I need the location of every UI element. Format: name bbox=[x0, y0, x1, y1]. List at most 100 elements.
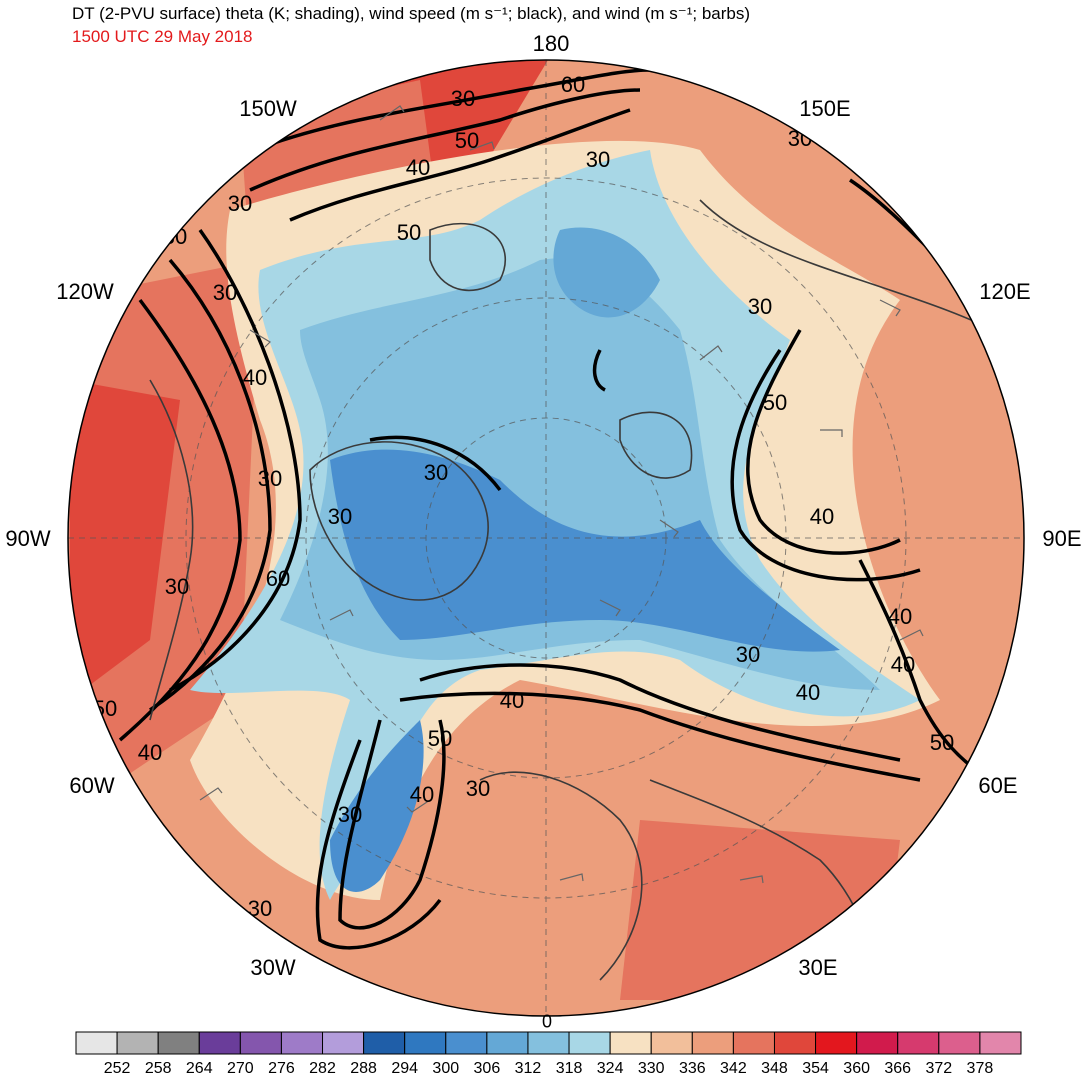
colorbar-tick-label: 336 bbox=[679, 1060, 706, 1076]
colorbar-swatch bbox=[773, 1031, 817, 1055]
contour-label: 50 bbox=[763, 390, 787, 415]
colorbar-swatch bbox=[280, 1031, 324, 1055]
colorbar-tick-label: 378 bbox=[967, 1060, 994, 1076]
lon-label-0: 0 bbox=[541, 1011, 553, 1032]
lon-label-150w: 150W bbox=[239, 96, 297, 121]
contour-label: 40 bbox=[891, 652, 915, 677]
colorbar-swatch bbox=[157, 1031, 200, 1055]
contour-label-layer: 60 30 50 40 50 30 30 30 30 40 50 30 60 30 40 30 30 30 50 30… bbox=[93, 72, 954, 921]
lon-label-150e: 150E bbox=[799, 96, 851, 121]
contour-label: 60 bbox=[266, 566, 290, 591]
colorbar-swatch bbox=[363, 1031, 406, 1055]
colorbar-swatch bbox=[198, 1031, 241, 1055]
colorbar-swatch bbox=[239, 1031, 282, 1055]
colorbar-tick-label: 360 bbox=[843, 1060, 870, 1076]
colorbar-tick-label: 330 bbox=[638, 1060, 665, 1076]
contour-label: 40 bbox=[810, 504, 834, 529]
contour-label: 40 bbox=[138, 740, 162, 765]
contour-label: 30 bbox=[466, 776, 490, 801]
contour-label: 40 bbox=[243, 365, 267, 390]
colorbar-swatch bbox=[691, 1031, 734, 1055]
contour-label: 30 bbox=[451, 86, 475, 111]
colorbar-swatch bbox=[75, 1031, 118, 1055]
wind-speed-contours bbox=[118, 68, 991, 950]
graticule bbox=[68, 60, 1024, 1016]
colorbar-tick-label: 372 bbox=[925, 1060, 952, 1076]
contour-label: 30 bbox=[736, 642, 760, 667]
contour-label: 30 bbox=[586, 147, 610, 172]
contour-label: 40 bbox=[410, 782, 434, 807]
colorbar-swatch bbox=[322, 1031, 365, 1055]
colorbar-tick-label: 312 bbox=[515, 1060, 542, 1076]
contour-label: 30 bbox=[748, 294, 772, 319]
map-boundary bbox=[67, 59, 1025, 1017]
colorbar-tick-label: 366 bbox=[884, 1060, 911, 1076]
contour-label: 40 bbox=[888, 604, 912, 629]
colorbar-swatch bbox=[897, 1031, 940, 1055]
contour-label: 50 bbox=[455, 128, 479, 153]
lon-label-60w: 60W bbox=[69, 773, 115, 798]
colorbar-tick-label: 294 bbox=[391, 1060, 418, 1076]
contour-label: 40 bbox=[500, 688, 524, 713]
colorbar-swatch bbox=[527, 1031, 570, 1055]
contour-label: 60 bbox=[561, 72, 585, 97]
contour-label: 50 bbox=[930, 730, 954, 755]
contour-label: 50 bbox=[428, 726, 452, 751]
colorbar-swatch bbox=[650, 1031, 693, 1055]
colorbar-tick-label: 288 bbox=[350, 1060, 377, 1076]
colorbar-tick-label: 324 bbox=[597, 1060, 624, 1076]
contour-label: 50 bbox=[397, 220, 421, 245]
colorbar-swatch bbox=[568, 1031, 611, 1055]
lon-label-180: 180 bbox=[532, 31, 570, 56]
hot-region-south bbox=[620, 820, 900, 1000]
contour-label: 30 bbox=[213, 280, 237, 305]
colorbar-tick-label: 306 bbox=[474, 1060, 501, 1076]
colorbar-tick-label: 348 bbox=[761, 1060, 788, 1076]
colorbar-swatch bbox=[732, 1031, 775, 1055]
hot-region-west bbox=[70, 380, 180, 700]
lon-label-120e: 120E bbox=[979, 279, 1031, 304]
colorbar-swatch bbox=[938, 1031, 981, 1055]
colorbar-tick-label: 342 bbox=[720, 1060, 747, 1076]
contour-label: 30 bbox=[328, 504, 352, 529]
contour-label: 30 bbox=[424, 460, 448, 485]
contour-label: 30 bbox=[338, 802, 362, 827]
polar-map: 60 30 50 40 50 30 30 30 30 40 50 30 60 30 40 30 30 30 50 30… bbox=[67, 59, 1025, 1017]
lon-label-30w: 30W bbox=[250, 955, 296, 980]
colorbar-swatch bbox=[856, 1031, 899, 1055]
colorbar-swatch bbox=[609, 1031, 652, 1055]
colorbar: 252 258 264 270 276 282 288 294 300 306 312 318 324 3… bbox=[75, 1031, 1022, 1076]
colorbar-swatch bbox=[445, 1031, 488, 1055]
lon-label-120w: 120W bbox=[56, 279, 114, 304]
colorbar-tick-label: 270 bbox=[227, 1060, 254, 1076]
contour-label: 30 bbox=[165, 574, 189, 599]
colorbar-tick-label: 318 bbox=[556, 1060, 583, 1076]
colorbar-tick-label: 258 bbox=[145, 1060, 172, 1076]
contour-label: 30 bbox=[258, 466, 282, 491]
lon-label-30e: 30E bbox=[798, 955, 838, 980]
map-disk: 60 30 50 40 50 30 30 30 30 40 50 30 60 30 40 30 30 30 50 30… bbox=[68, 60, 1024, 1016]
colorbar-swatch bbox=[116, 1031, 159, 1055]
colorbar-tick-label: 354 bbox=[802, 1060, 829, 1076]
map-title: DT (2-PVU surface) theta (K; shading), w… bbox=[72, 4, 751, 23]
lon-label-90w: 90W bbox=[5, 526, 51, 551]
wind-barbs bbox=[199, 105, 924, 884]
cold-trough-atlantic bbox=[330, 720, 424, 892]
colorbar-swatch bbox=[815, 1031, 858, 1055]
colorbar-tick-label: 252 bbox=[104, 1060, 131, 1076]
contour-label: 40 bbox=[406, 155, 430, 180]
colorbar-tick-label: 264 bbox=[186, 1060, 213, 1076]
lon-label-90e: 90E bbox=[1042, 526, 1082, 551]
colorbar-tick-label: 276 bbox=[268, 1060, 295, 1076]
colorbar-swatch bbox=[979, 1031, 1022, 1055]
colorbar-swatch bbox=[404, 1031, 447, 1055]
polar-core-deep bbox=[330, 449, 840, 652]
colorbar-tick-label: 300 bbox=[432, 1060, 459, 1076]
lon-label-60e: 60E bbox=[978, 773, 1018, 798]
colorbar-tick-label: 282 bbox=[309, 1060, 336, 1076]
valid-time: 1500 UTC 29 May 2018 bbox=[72, 27, 253, 46]
colorbar-swatch bbox=[486, 1031, 529, 1055]
contour-label: 40 bbox=[796, 680, 820, 705]
contour-label: 30 bbox=[228, 191, 252, 216]
cold-vortex-north bbox=[553, 227, 660, 318]
